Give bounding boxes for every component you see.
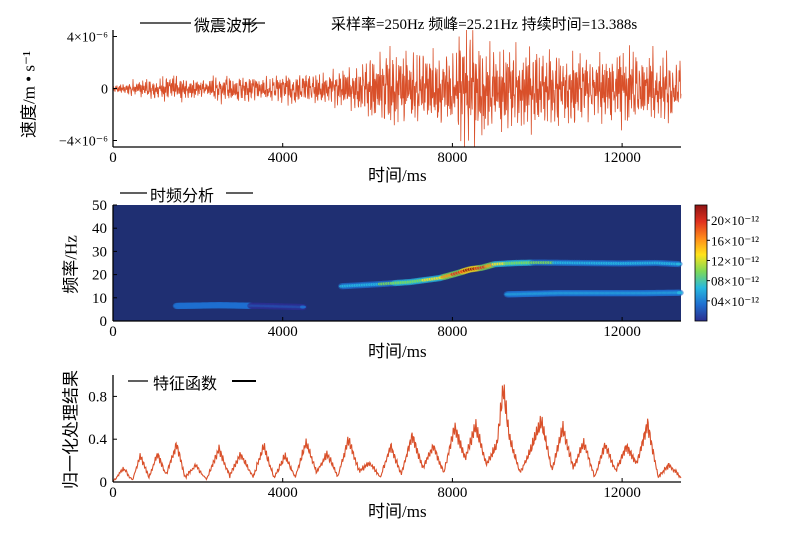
feature-x-tick-label: 12000 <box>603 485 641 501</box>
feature-title: 特征函数 <box>153 376 218 393</box>
colorbar-tick-label: 20×10⁻¹² <box>711 213 759 228</box>
time-frequency-panel: 0 4000 8000 12000 50 40 30 20 10 0 20×10⁻¹² 16×10⁻… <box>92 192 759 340</box>
feature-series-line <box>112 384 682 483</box>
heatmap-ticks: 0 4000 8000 12000 50 40 30 20 10 0 <box>92 198 641 340</box>
heatmap-x-tick-label: 0 <box>109 324 117 340</box>
heatmap-ridges <box>172 259 684 311</box>
heatmap-title: 时频分析 <box>150 188 215 205</box>
heatmap-ridge-core <box>676 291 683 295</box>
heatmap-ridge-core <box>675 262 682 266</box>
waveform-title: 微震波形 <box>194 18 259 35</box>
heatmap-y-tick-label: 20 <box>92 268 107 284</box>
heatmap-y-tick-label: 50 <box>92 198 107 214</box>
colorbar-tick-label: 08×10⁻¹² <box>711 274 759 289</box>
colorbar-tick-label: 04×10⁻¹² <box>711 294 759 309</box>
waveform-y-tick-label: 4×10⁻⁶ <box>67 31 108 46</box>
colorbar-tick-label: 12×10⁻¹² <box>711 253 759 268</box>
waveform-y-label: 速度/m • s⁻¹ <box>19 50 39 139</box>
feature-y-label: 归一化处理结果 <box>61 370 81 489</box>
feature-y-tick-label: 0 <box>100 475 108 491</box>
colorbar-gradient <box>694 204 708 322</box>
heatmap-y-tick-label: 40 <box>92 221 107 237</box>
waveform-x-tick-label: 4000 <box>268 150 298 166</box>
feature-x-tick-label: 4000 <box>268 485 298 501</box>
heatmap-ridge-core <box>300 305 307 309</box>
heatmap-x-label: 时间/ms <box>368 342 427 361</box>
waveform-y-tick-label: −4×10⁻⁶ <box>59 135 108 150</box>
heatmap-y-tick-label: 10 <box>92 291 107 307</box>
feature-x-tick-label: 0 <box>109 485 117 501</box>
colorbar-tick-label: 16×10⁻¹² <box>711 233 759 248</box>
heatmap-y-label: 频率/Hz <box>61 235 81 294</box>
waveform-series-line <box>112 29 682 148</box>
feature-y-tick-label: 0.8 <box>88 389 107 405</box>
waveform-x-tick-label: 0 <box>109 150 117 166</box>
feature-plot-area <box>112 384 682 483</box>
feature-ticks: 0 4000 8000 12000 0.8 0.4 0 <box>88 389 641 501</box>
heatmap-colorbar: 20×10⁻¹² 16×10⁻¹² 12×10⁻¹² 08×10⁻¹² 04×10⁻¹² <box>694 204 759 322</box>
feature-x-label: 时间/ms <box>368 502 427 521</box>
waveform-annotation: 采样率=250Hz 频峰=25.21Hz 持续时间=13.388s <box>331 17 638 33</box>
feature-x-tick-label: 8000 <box>437 485 467 501</box>
waveform-y-tick-label: 0 <box>101 83 108 98</box>
waveform-x-tick-label: 12000 <box>603 150 641 166</box>
waveform-x-tick-label: 8000 <box>437 150 467 166</box>
heatmap-x-tick-label: 4000 <box>268 324 298 340</box>
heatmap-x-tick-label: 12000 <box>603 324 641 340</box>
waveform-x-label: 时间/ms <box>368 166 427 185</box>
feature-panel: 0 4000 8000 12000 0.8 0.4 0 <box>88 375 682 501</box>
waveform-plot-area <box>112 29 682 148</box>
heatmap-x-tick-label: 8000 <box>437 324 467 340</box>
heatmap-y-tick-label: 30 <box>92 244 107 260</box>
feature-y-tick-label: 0.4 <box>88 432 107 448</box>
heatmap-y-tick-label: 0 <box>100 314 108 330</box>
